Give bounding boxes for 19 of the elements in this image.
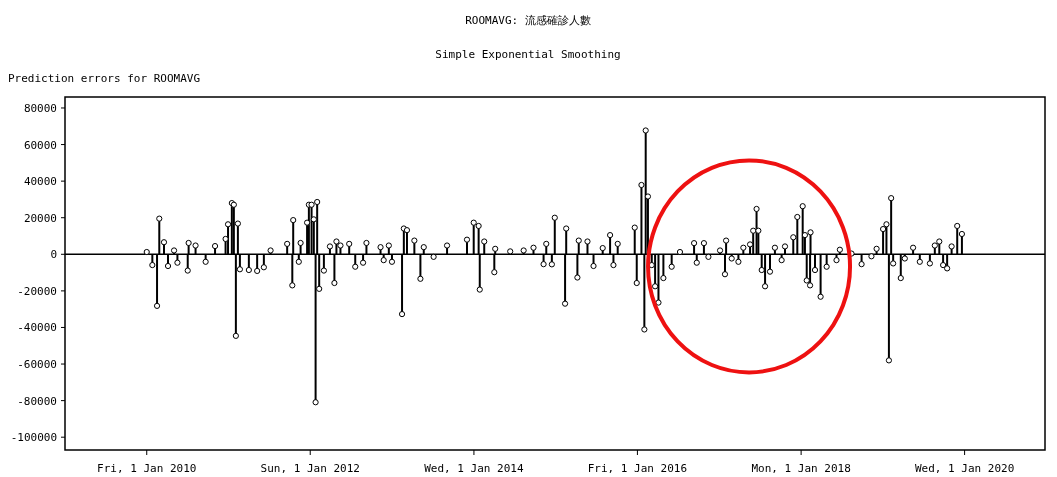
x-tick-label: Sun, 1 Jan 2012 xyxy=(260,462,360,475)
y-tick-label: 0 xyxy=(50,248,57,262)
chart-subtitle: Simple Exponential Smoothing xyxy=(435,48,621,61)
y-tick-label: 40000 xyxy=(23,175,57,189)
y-tick-label: -80000 xyxy=(17,394,57,408)
y-axis-title: Prediction errors for ROOMAVG xyxy=(8,72,201,85)
y-tick-label: 60000 xyxy=(23,138,57,152)
y-tick-label: -60000 xyxy=(17,358,57,372)
x-tick-label: Mon, 1 Jan 2018 xyxy=(751,462,851,475)
x-tick-label: Fri, 1 Jan 2010 xyxy=(97,462,197,475)
x-tick-label: Wed, 1 Jan 2014 xyxy=(424,462,524,475)
y-tick-label: -100000 xyxy=(10,431,57,445)
chart-title: ROOMAVG: 流感確診人數 xyxy=(465,14,591,27)
y-tick-label: 20000 xyxy=(23,211,57,225)
x-tick-label: Wed, 1 Jan 2020 xyxy=(914,462,1015,475)
y-tick-label: -40000 xyxy=(17,321,57,335)
y-tick-label: -20000 xyxy=(17,284,57,298)
x-tick-label: Fri, 1 Jan 2016 xyxy=(587,462,688,475)
y-tick-label: 80000 xyxy=(23,101,57,115)
